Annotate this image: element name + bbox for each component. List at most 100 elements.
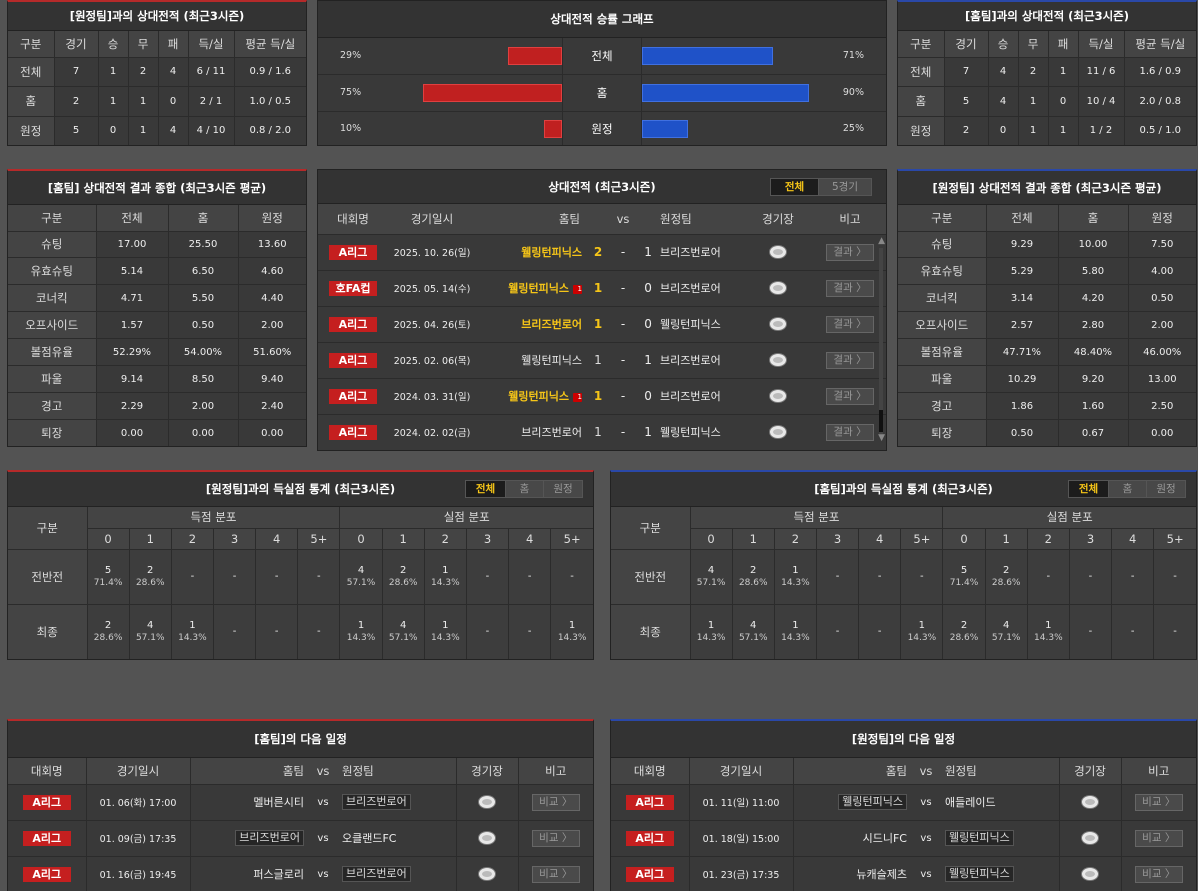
tab-all[interactable]: 전체 <box>466 481 506 497</box>
away-team[interactable]: 브리즈번로어 <box>342 794 411 810</box>
count: 2 <box>104 619 112 631</box>
stadium-icon[interactable] <box>770 426 787 438</box>
matches-scroll-thumb[interactable] <box>879 410 883 432</box>
tab-all[interactable]: 전체 <box>771 179 819 195</box>
stadium-icon[interactable] <box>770 390 787 402</box>
scroll-down-icon[interactable]: ▼ <box>878 433 885 443</box>
result-button[interactable]: 결과 〉 <box>826 243 874 261</box>
home-team[interactable]: 시드니FC <box>862 832 907 845</box>
cell-value: 6.50 <box>168 257 239 286</box>
tab-5games[interactable]: 5경기 <box>819 179 871 195</box>
away-team[interactable]: 웰링턴피닉스 <box>945 866 1014 882</box>
compare-button[interactable]: 비교 〉 <box>531 829 580 847</box>
home-team[interactable]: 브리즈번로어 <box>521 426 582 439</box>
col-venue: 경기장 <box>742 204 815 235</box>
away-team[interactable]: 브리즈번로어 <box>660 342 743 379</box>
home-team[interactable]: 웰링턴피닉스 <box>508 390 569 403</box>
result-button[interactable]: 결과 〉 <box>826 279 874 297</box>
stadium-icon[interactable] <box>770 282 787 294</box>
match-date: 01. 23(금) 17:35 <box>689 856 794 891</box>
compare-button[interactable]: 비교 〉 <box>1134 865 1183 883</box>
home-team[interactable]: 멜버른시티 <box>253 796 304 809</box>
compare-button[interactable]: 비교 〉 <box>531 865 580 883</box>
away-team[interactable]: 웰링턴피닉스 <box>660 306 743 343</box>
score-dash: - <box>610 378 636 415</box>
away-team[interactable]: 브리즈번로어 <box>660 270 743 307</box>
row-label: 전체 <box>898 57 945 87</box>
count: 4 <box>357 564 365 576</box>
away-team[interactable]: 오클랜드FC <box>342 832 397 845</box>
stadium-icon[interactable] <box>479 796 495 808</box>
cell-value: 25.50 <box>168 231 239 259</box>
row-label: 슈팅 <box>898 231 987 259</box>
league-badge: A리그 <box>329 352 377 368</box>
compare-button[interactable]: 비교 〉 <box>1134 793 1183 811</box>
match-date: 2025. 05. 14(수) <box>388 270 476 307</box>
table-row: 코너킥 3.14 4.20 0.50 <box>898 284 1196 313</box>
cell-value: 10 / 4 <box>1078 86 1125 117</box>
scroll-up-icon[interactable]: ▲ <box>878 236 885 246</box>
home-team[interactable]: 브리즈번로어 <box>235 830 304 846</box>
result-button[interactable]: 결과 〉 <box>826 315 874 333</box>
stadium-icon[interactable] <box>770 246 787 258</box>
away-team[interactable]: 브리즈번로어 <box>342 866 411 882</box>
tab-away[interactable]: 원정 <box>1147 481 1185 497</box>
stadium-icon[interactable] <box>479 832 495 844</box>
home-team[interactable]: 브리즈번로어 <box>521 318 582 331</box>
tab-home[interactable]: 홈 <box>506 481 544 497</box>
cell-value: 1.0 / 0.5 <box>234 86 306 117</box>
compare-button[interactable]: 비교 〉 <box>531 793 580 811</box>
away-team[interactable]: 브리즈번로어 <box>660 234 743 271</box>
table-row: 볼점유율 47.71% 48.40% 46.00% <box>898 338 1196 367</box>
tab-home[interactable]: 홈 <box>1109 481 1147 497</box>
home-team[interactable]: 웰링턴피닉스 <box>521 354 582 367</box>
stadium-icon[interactable] <box>1082 868 1098 880</box>
col-header: 홈 <box>168 205 239 232</box>
away-h2h-title: [원정팀]과의 상대전적 (최근3시즌) <box>8 2 306 31</box>
tab-all[interactable]: 전체 <box>1069 481 1109 497</box>
vs-label: vs <box>308 856 338 891</box>
count: - <box>232 570 237 582</box>
away-team[interactable]: 애들레이드 <box>945 796 996 809</box>
table-row: 원정 2 0 1 1 1 / 2 0.5 / 1.0 <box>898 116 1196 145</box>
compare-button[interactable]: 비교 〉 <box>1134 829 1183 847</box>
result-button[interactable]: 결과 〉 <box>826 351 874 369</box>
stadium-icon[interactable] <box>1082 796 1098 808</box>
home-summary-title: [홈팀] 상대전적 결과 종합 (최근3시즌 평균) <box>8 171 306 205</box>
league-badge: A리그 <box>329 316 377 332</box>
dist-cell: 2 28.6% <box>87 604 130 659</box>
dist-cell: - <box>816 549 860 605</box>
goal-count-col: 4 <box>508 528 552 550</box>
row-label: 전체 <box>8 57 55 87</box>
percent: 14.3% <box>781 632 810 643</box>
home-next-table: 대회명 경기일시 홈팀 vs 원정팀 경기장 비고 A리그 01. 06(화) 17:00 멜버른… <box>8 758 593 891</box>
home-team[interactable]: 웰링턴피닉스 <box>521 246 582 259</box>
col-header: 전체 <box>96 205 169 232</box>
row-label: 최종 <box>8 604 88 659</box>
count: 4 <box>1002 619 1010 631</box>
col-header: 구분 <box>8 205 97 232</box>
home-team[interactable]: 웰링턴피닉스 <box>838 794 907 810</box>
table-row: 슈팅 17.00 25.50 13.60 <box>8 231 306 259</box>
stadium-icon[interactable] <box>770 354 787 366</box>
col-home: 홈팀 <box>793 758 911 785</box>
result-button[interactable]: 결과 〉 <box>826 387 874 405</box>
tab-away[interactable]: 원정 <box>544 481 582 497</box>
matches-scrollbar[interactable] <box>879 248 883 434</box>
percent: 57.1% <box>738 632 768 643</box>
home-team[interactable]: 뉴캐슬제츠 <box>856 868 907 881</box>
home-team[interactable]: 웰링턴피닉스 <box>508 282 569 295</box>
stadium-icon[interactable] <box>479 868 495 880</box>
stadium-icon[interactable] <box>770 318 787 330</box>
count: 4 <box>750 619 757 631</box>
left-bar <box>508 47 562 65</box>
away-next-panel: [원정팀]의 다음 일정 대회명 경기일시 홈팀 vs 원정팀 경기장 비고 A리그 01. 1… <box>610 719 1197 891</box>
cell-value: 2.00 <box>168 392 239 421</box>
home-team[interactable]: 퍼스글로리 <box>253 868 304 881</box>
away-team[interactable]: 브리즈번로어 <box>660 378 743 415</box>
away-team[interactable]: 웰링턴피닉스 <box>945 830 1014 846</box>
away-team[interactable]: 웰링턴피닉스 <box>660 414 743 450</box>
stadium-icon[interactable] <box>1082 832 1098 844</box>
result-button[interactable]: 결과 〉 <box>826 423 874 441</box>
